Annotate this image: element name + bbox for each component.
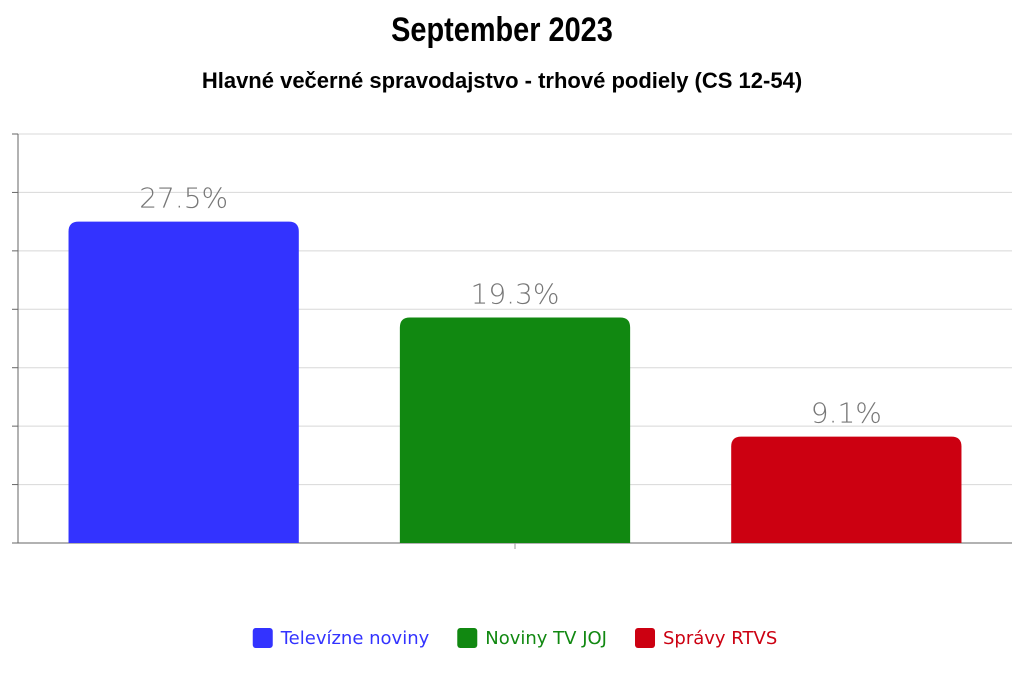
legend-label: Správy RTVS xyxy=(663,628,777,649)
value-label: 19.3% xyxy=(471,277,560,310)
chart-subtitle: Hlavné večerné spravodajstvo - trhové po… xyxy=(202,68,802,93)
value-label: 27.5% xyxy=(139,182,228,215)
legend-label: Noviny TV JOJ xyxy=(485,628,607,649)
legend-label: Televízne noviny xyxy=(280,628,430,649)
bar xyxy=(68,221,299,543)
chart-title: September 2023 xyxy=(391,10,613,49)
value-label: 9.1% xyxy=(811,397,882,430)
bar xyxy=(731,436,962,543)
legend-swatch xyxy=(252,628,273,648)
legend-swatch xyxy=(635,628,656,648)
legend-swatch xyxy=(457,628,478,648)
bar xyxy=(399,317,631,543)
